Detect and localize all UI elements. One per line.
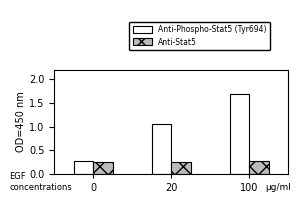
Bar [171, 162, 190, 174]
Bar [93, 162, 112, 174]
Bar [152, 124, 171, 174]
Bar [249, 161, 268, 174]
Text: EGF
concentrations: EGF concentrations [9, 172, 72, 192]
Y-axis label: OD=450 nm: OD=450 nm [16, 92, 26, 152]
Text: μg/ml: μg/ml [265, 183, 291, 192]
Bar [74, 161, 93, 174]
Bar [230, 94, 249, 174]
Legend: Anti-Phospho-Stat5 (Tyr694), Anti-Stat5: Anti-Phospho-Stat5 (Tyr694), Anti-Stat5 [129, 22, 270, 50]
